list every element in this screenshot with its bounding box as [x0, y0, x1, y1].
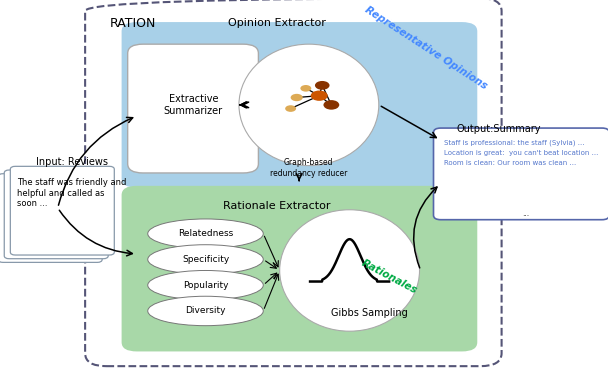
Ellipse shape — [280, 210, 420, 331]
Circle shape — [315, 81, 330, 90]
Circle shape — [323, 100, 339, 110]
Text: Staff is professional: the staff (Sylvia) ...: Staff is professional: the staff (Sylvia… — [444, 140, 584, 146]
FancyBboxPatch shape — [4, 170, 108, 259]
Text: Opinion Extractor: Opinion Extractor — [228, 18, 325, 28]
Text: Graph-based
redundancy reducer: Graph-based redundancy reducer — [270, 158, 348, 178]
FancyBboxPatch shape — [10, 166, 114, 255]
Text: Popularity: Popularity — [183, 281, 228, 290]
Text: Gibbs Sampling: Gibbs Sampling — [331, 308, 408, 318]
Text: Extractive
Summarizer: Extractive Summarizer — [164, 94, 223, 116]
FancyBboxPatch shape — [122, 22, 477, 188]
Ellipse shape — [148, 219, 263, 248]
FancyBboxPatch shape — [128, 44, 258, 173]
Text: Location is great:  you can't beat location ...: Location is great: you can't beat locati… — [444, 150, 598, 156]
Ellipse shape — [148, 296, 263, 326]
Text: Specificity: Specificity — [182, 255, 229, 264]
Text: Relatedness: Relatedness — [178, 229, 233, 238]
Text: Rationale Extractor: Rationale Extractor — [223, 201, 330, 210]
Text: The staff was friendly and
helpful and called as
soon ...: The staff was friendly and helpful and c… — [17, 178, 126, 208]
Text: Room is clean: Our room was clean ...: Room is clean: Our room was clean ... — [444, 160, 576, 166]
Circle shape — [285, 105, 296, 112]
Ellipse shape — [148, 270, 263, 300]
Text: Diversity: Diversity — [185, 307, 226, 315]
Circle shape — [291, 94, 303, 101]
Text: Rationales: Rationales — [359, 258, 419, 296]
Text: Input: Reviews: Input: Reviews — [36, 157, 108, 167]
FancyBboxPatch shape — [434, 128, 608, 220]
Ellipse shape — [239, 44, 379, 166]
Text: RATION: RATION — [109, 17, 156, 29]
Circle shape — [311, 91, 328, 101]
Text: ...: ... — [522, 209, 529, 218]
Text: Representative Opinions: Representative Opinions — [362, 4, 489, 91]
FancyBboxPatch shape — [122, 186, 477, 351]
FancyBboxPatch shape — [0, 174, 102, 262]
Ellipse shape — [148, 245, 263, 274]
Text: Output:Summary: Output:Summary — [457, 124, 541, 134]
Circle shape — [300, 85, 311, 92]
